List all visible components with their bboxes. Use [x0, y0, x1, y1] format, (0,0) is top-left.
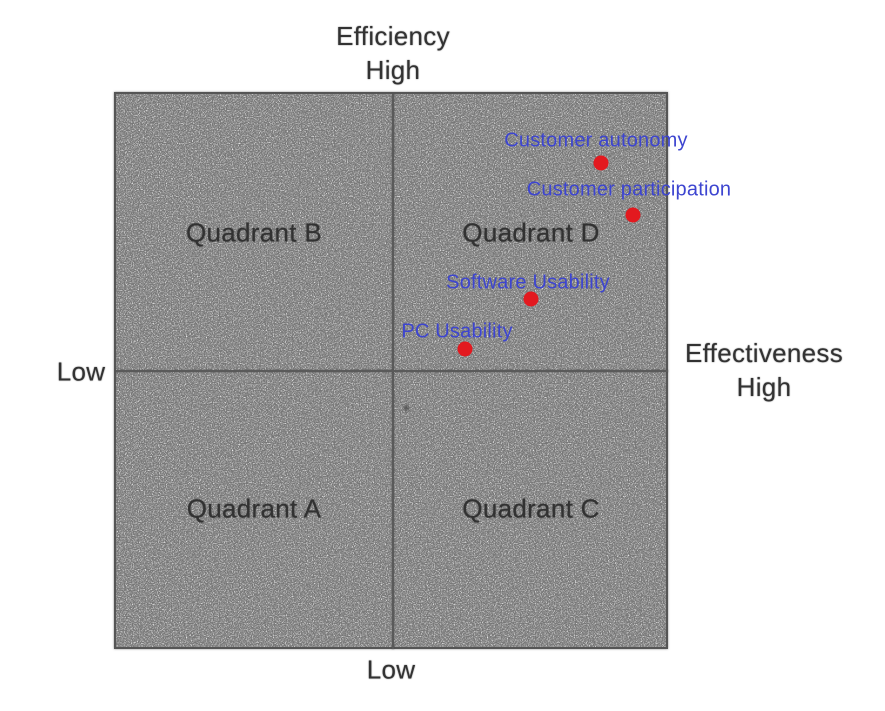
data-point: [625, 207, 641, 223]
axis-tick-low-bottom: Low: [366, 654, 416, 685]
axis-title-efficiency: Efficiency: [336, 21, 450, 51]
data-point: [523, 291, 539, 307]
axis-tick-low-left: Low: [56, 356, 106, 387]
axis-tick-high-top: High: [365, 55, 421, 85]
axis-title-effectiveness: Effectiveness: [684, 338, 844, 368]
point-label: PC Usability: [401, 320, 513, 343]
axis-tick-high-right: High: [736, 372, 792, 402]
data-point: [593, 155, 609, 171]
quadrant-label-d: Quadrant D: [462, 217, 600, 248]
quadrant-label-b: Quadrant B: [186, 217, 322, 248]
quadrant-label-c: Quadrant C: [462, 493, 600, 524]
point-label: Customer autonomy: [504, 129, 688, 152]
point-label: Software Usability: [446, 271, 610, 294]
axis-label-efficiency-high: Efficiency High: [336, 19, 450, 87]
horizontal-axis-line: [116, 370, 668, 372]
quadrant-label-a: Quadrant A: [186, 493, 322, 524]
data-point: [457, 341, 473, 357]
ink-speck: [404, 405, 409, 411]
axis-label-effectiveness-high: Effectiveness High: [685, 336, 843, 404]
point-label: Customer participation: [526, 178, 732, 201]
